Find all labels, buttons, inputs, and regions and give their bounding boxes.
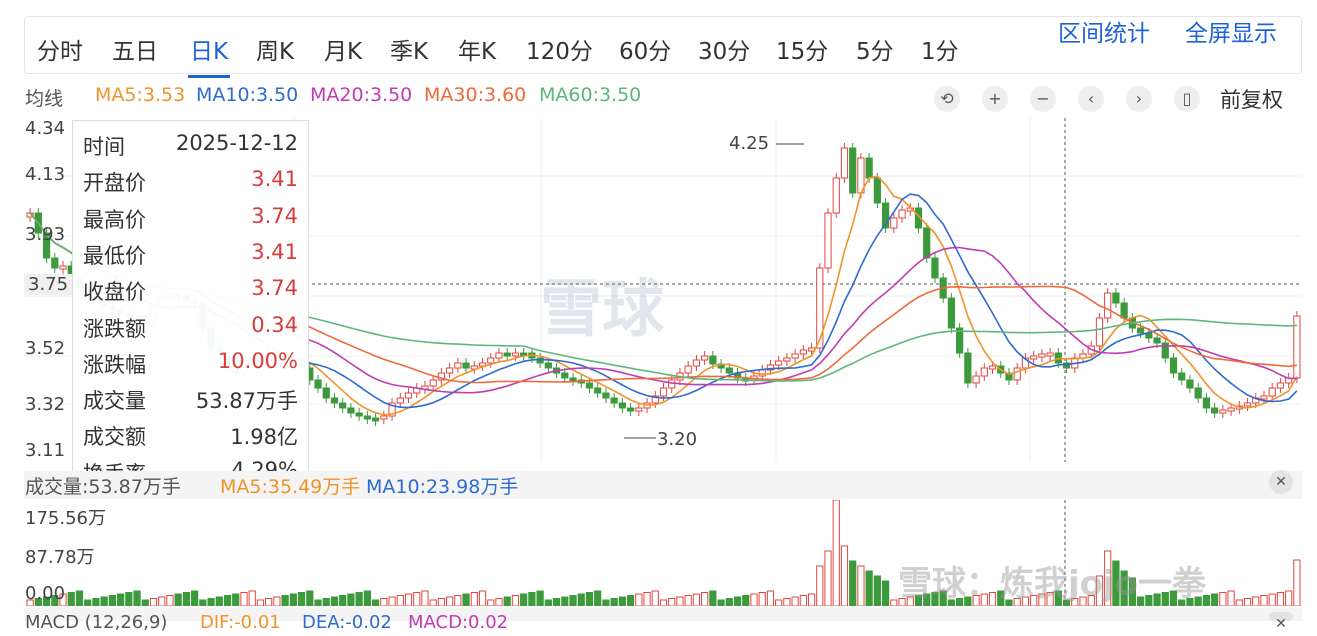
tab-12[interactable]: 1分 <box>921 39 959 65</box>
adjust-mode-button[interactable]: 前复权 <box>1220 88 1283 112</box>
tooltip-row: 涨跌幅 10.00% <box>83 349 298 379</box>
tooltip-key: 收盘价 <box>83 280 146 305</box>
close-volume-icon[interactable]: ✕ <box>1269 470 1293 494</box>
chevron-right-icon[interactable]: › <box>1126 86 1152 112</box>
tooltip-row: 最低价 3.41 <box>83 240 298 270</box>
ma10-value: MA10:3.50 <box>196 84 299 106</box>
macd-value: MACD:0.02 <box>408 612 509 633</box>
reset-icon[interactable]: ⟲ <box>934 86 960 112</box>
ma30-value: MA30:3.60 <box>424 84 527 106</box>
low-price-mark: 3.20 <box>657 429 698 450</box>
close-macd-icon[interactable]: ✕ <box>1269 612 1293 632</box>
tab-2[interactable]: 日K <box>187 32 231 78</box>
macd-label: MACD (12,26,9) <box>25 612 168 633</box>
candle-style-icon[interactable]: ▯ <box>1174 86 1200 112</box>
tooltip-row: 开盘价 3.41 <box>83 167 298 197</box>
price-tick: 3.75 <box>24 274 73 295</box>
volume-chart[interactable] <box>24 500 1302 606</box>
price-tick: 4.34 <box>25 118 66 139</box>
tab-9[interactable]: 30分 <box>698 39 751 65</box>
volume-header <box>24 471 1302 499</box>
tab-8[interactable]: 60分 <box>619 39 672 65</box>
ma20-value: MA20:3.50 <box>310 84 413 106</box>
tab-6[interactable]: 年K <box>458 39 497 65</box>
tab-1[interactable]: 五日 <box>112 39 158 65</box>
tooltip-key: 开盘价 <box>83 171 146 196</box>
tab-3[interactable]: 周K <box>256 39 295 65</box>
price-tick: 3.32 <box>25 394 66 415</box>
watermark-footer: 雪球：炼我jojo一拳 <box>898 564 1207 604</box>
tab-7[interactable]: 120分 <box>526 39 593 65</box>
tooltip-value: 2025-12-12 <box>175 131 298 155</box>
price-tick: 4.13 <box>25 164 66 185</box>
tooltip-key: 最高价 <box>83 207 146 232</box>
ma60-value: MA60:3.50 <box>539 84 642 106</box>
volume-axis-max: 175.56万 <box>25 508 106 529</box>
zoom-out-icon[interactable]: − <box>1030 86 1056 112</box>
volume-title: 成交量:53.87万手 <box>25 476 181 498</box>
tab-11[interactable]: 5分 <box>856 39 894 65</box>
tooltip-key: 最低价 <box>83 243 146 268</box>
tooltip-row: 成交额 1.98亿 <box>83 421 298 451</box>
ohlc-tooltip: 时间 2025-12-12 开盘价 3.41 最高价 3.74 最低价 3.41 收盘价 3.74… <box>72 120 309 494</box>
tooltip-key: 涨跌幅 <box>83 352 146 377</box>
tab-0[interactable]: 分时 <box>37 39 83 65</box>
tooltip-key: 时间 <box>83 135 125 159</box>
watermark-logo: 雪球 <box>540 272 665 345</box>
macd-header <box>24 608 1302 621</box>
tooltip-key: 成交额 <box>83 425 146 450</box>
tooltip-key: 成交量 <box>83 389 146 414</box>
tooltip-row: 收盘价 3.74 <box>83 276 298 306</box>
tooltip-value: 53.87万手 <box>195 389 298 414</box>
tooltip-value: 3.74 <box>251 203 298 228</box>
period-tab-bar <box>24 16 1302 74</box>
price-tick: 3.11 <box>25 440 66 461</box>
macd-dea: DEA:-0.02 <box>302 612 392 633</box>
volume-ma5: MA5:35.49万手 <box>220 476 361 498</box>
tab-4[interactable]: 月K <box>324 39 363 65</box>
tooltip-row: 成交量 53.87万手 <box>83 385 298 415</box>
tooltip-value: 3.74 <box>251 276 298 301</box>
tooltip-row: 最高价 3.74 <box>83 204 298 234</box>
tooltip-value: 1.98亿 <box>230 425 298 450</box>
fullscreen-button[interactable]: 全屏显示 <box>1185 21 1277 47</box>
tooltip-key: 涨跌额 <box>83 316 146 341</box>
chevron-left-icon[interactable]: ‹ <box>1078 86 1104 112</box>
ma-label: 均线 <box>25 88 64 110</box>
tooltip-value: 3.41 <box>251 239 298 264</box>
tab-5[interactable]: 季K <box>390 39 429 65</box>
tooltip-value: 0.34 <box>251 312 298 337</box>
volume-axis-min: 0.00 <box>25 583 66 604</box>
price-tick: 3.93 <box>25 224 66 245</box>
macd-dif: DIF:-0.01 <box>200 612 281 633</box>
tooltip-value: 3.41 <box>251 167 298 192</box>
tab-10[interactable]: 15分 <box>776 39 829 65</box>
price-tick: 3.52 <box>25 338 66 359</box>
zoom-in-icon[interactable]: + <box>982 86 1008 112</box>
high-price-mark: 4.25 <box>729 133 770 154</box>
tooltip-value: 10.00% <box>217 348 298 373</box>
interval-stats-button[interactable]: 区间统计 <box>1058 21 1150 47</box>
volume-ma10: MA10:23.98万手 <box>366 476 519 498</box>
tooltip-row: 涨跌额 0.34 <box>83 313 298 343</box>
tooltip-row: 时间 2025-12-12 <box>83 131 298 161</box>
ma5-value: MA5:3.53 <box>95 84 186 106</box>
volume-axis-mid: 87.78万 <box>25 547 95 568</box>
